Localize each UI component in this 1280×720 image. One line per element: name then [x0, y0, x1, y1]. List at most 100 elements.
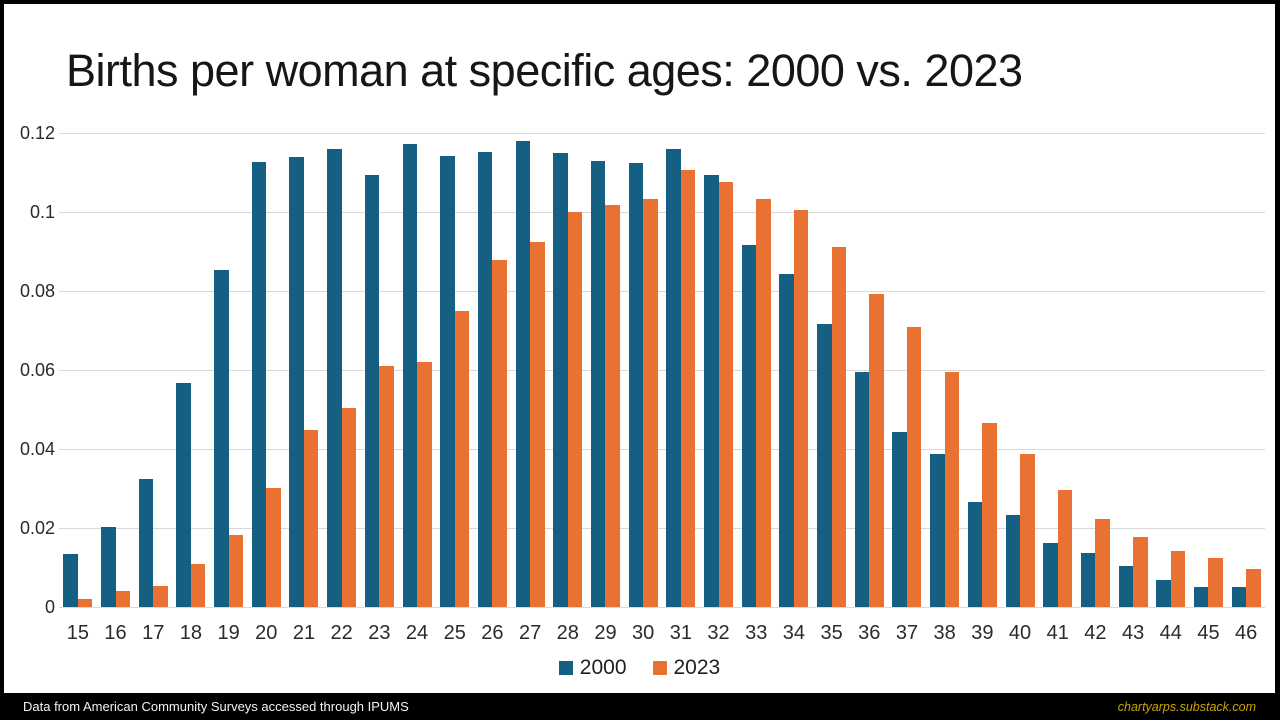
y-axis-label-0: 0 — [44, 597, 55, 617]
bar-2023-age-44 — [1170, 551, 1186, 607]
legend-swatch-2023 — [652, 661, 667, 675]
bar-group-age-21 — [285, 133, 323, 607]
bar-2000-age-37 — [892, 432, 907, 607]
bar-2000-age-29 — [590, 160, 606, 607]
x-axis-label-23: 23 — [368, 622, 391, 644]
x-axis-label-24: 24 — [405, 622, 429, 644]
bar-2023-age-43 — [1133, 536, 1148, 607]
bar-group-age-33 — [737, 133, 775, 607]
bar-2023-age-26 — [492, 260, 507, 607]
legend: 2000 2023 — [4, 656, 1275, 680]
footer-source-text: Data from American Community Surveys acc… — [23, 699, 409, 714]
x-axis-label-20: 20 — [255, 622, 278, 644]
bar-2000-age-22 — [327, 148, 342, 607]
bar-2000-age-38 — [930, 453, 945, 607]
bar-2000-age-36 — [854, 371, 870, 607]
bar-group-age-25 — [436, 133, 474, 607]
bar-2023-age-20 — [266, 488, 281, 607]
bar-group-age-37 — [888, 133, 926, 607]
bar-2000-age-40 — [1005, 514, 1021, 607]
x-axis-label-18: 18 — [179, 622, 203, 644]
bar-2023-age-15 — [77, 598, 93, 607]
bar-group-age-35 — [813, 133, 851, 607]
bar-group-age-30 — [624, 133, 662, 607]
x-axis-label-31: 31 — [669, 622, 692, 644]
bar-group-age-45 — [1190, 133, 1228, 607]
x-axis-label-35: 35 — [820, 622, 843, 644]
x-axis-label-19: 19 — [217, 622, 240, 644]
bar-2023-age-27 — [530, 241, 545, 607]
bar-group-age-27 — [511, 133, 549, 607]
x-axis-label-45: 45 — [1197, 622, 1220, 644]
bar-group-age-41 — [1039, 133, 1077, 607]
bar-group-age-40 — [1001, 133, 1039, 607]
bar-group-age-18 — [172, 133, 210, 607]
chart-card: Births per woman at specific ages: 2000 … — [4, 4, 1275, 693]
bar-2023-age-21 — [303, 429, 319, 607]
gridline-0.02 — [59, 528, 1265, 529]
x-axis-label-38: 38 — [933, 622, 956, 644]
bar-2023-age-18 — [190, 563, 206, 607]
x-axis-label-40: 40 — [1008, 622, 1032, 644]
bar-2023-age-45 — [1208, 558, 1223, 607]
legend-label-2000: 2000 — [579, 656, 627, 679]
x-axis-label-25: 25 — [443, 622, 466, 644]
x-axis-label-33: 33 — [745, 622, 768, 644]
chart-title: Births per woman at specific ages: 2000 … — [66, 45, 1023, 96]
bar-2000-age-33 — [741, 245, 757, 607]
bar-2000-age-19 — [214, 270, 229, 607]
bar-group-age-36 — [850, 133, 888, 607]
bar-2023-age-28 — [567, 212, 583, 607]
bar-group-age-16 — [97, 133, 135, 607]
bar-2023-age-32 — [718, 182, 734, 607]
bar-group-age-44 — [1152, 133, 1190, 607]
x-axis-label-34: 34 — [782, 622, 806, 644]
gridline-0.04 — [59, 449, 1265, 450]
bar-2023-age-25 — [454, 311, 470, 607]
bar-2023-age-40 — [1020, 454, 1035, 607]
bar-group-age-34 — [775, 133, 813, 607]
x-axis-label-29: 29 — [594, 622, 617, 644]
bar-2023-age-41 — [1057, 490, 1073, 607]
bar-2023-age-24 — [417, 362, 432, 607]
x-axis-label-39: 39 — [971, 622, 994, 644]
bar-2000-age-26 — [477, 151, 493, 607]
bar-group-age-17 — [134, 133, 172, 607]
bar-group-age-15 — [59, 133, 97, 607]
bar-2000-age-20 — [251, 162, 267, 607]
bar-2023-age-23 — [379, 365, 394, 607]
bar-2023-age-36 — [869, 293, 884, 607]
gridline-0.1 — [59, 212, 1265, 213]
bar-2023-age-17 — [153, 586, 168, 607]
bar-2000-age-30 — [628, 163, 644, 607]
x-axis-label-27: 27 — [518, 622, 542, 644]
footer-site-link: chartyarps.substack.com — [1117, 699, 1256, 714]
x-axis-label-16: 16 — [104, 622, 127, 644]
bar-group-age-24 — [398, 133, 436, 607]
bar-2000-age-28 — [553, 153, 568, 607]
bar-group-age-43 — [1114, 133, 1152, 607]
x-axis-label-30: 30 — [632, 622, 655, 644]
bar-group-age-31 — [662, 133, 700, 607]
bar-group-age-22 — [323, 133, 361, 607]
x-axis-label-32: 32 — [707, 622, 730, 644]
x-axis-label-42: 42 — [1084, 622, 1107, 644]
bar-2023-age-19 — [228, 534, 244, 607]
bar-2023-age-22 — [341, 407, 357, 607]
x-axis-label-15: 15 — [66, 622, 89, 644]
x-axis-label-44: 44 — [1159, 622, 1182, 644]
bar-group-age-42 — [1077, 133, 1115, 607]
bar-2023-age-39 — [982, 422, 997, 607]
legend-item-2000: 2000 — [558, 656, 627, 680]
bar-2023-age-16 — [115, 591, 131, 607]
gridline-0.08 — [59, 291, 1265, 292]
bar-group-age-32 — [700, 133, 738, 607]
bar-2023-age-33 — [756, 199, 771, 607]
bar-2000-age-27 — [515, 141, 531, 607]
x-axis-label-28: 28 — [556, 622, 579, 644]
bar-group-age-39 — [964, 133, 1002, 607]
x-axis-label-46: 46 — [1235, 622, 1258, 644]
bar-2023-age-46 — [1246, 568, 1261, 607]
x-axis-label-41: 41 — [1046, 622, 1069, 644]
